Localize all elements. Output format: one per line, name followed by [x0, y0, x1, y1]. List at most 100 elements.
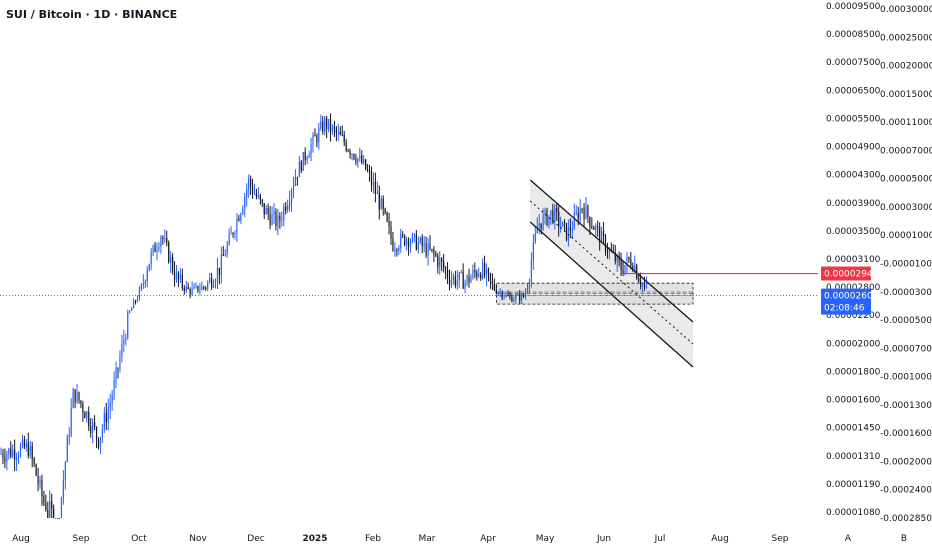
candle-body: [347, 150, 349, 152]
price-tick-primary: 0.00007500: [826, 58, 881, 68]
candle-body: [267, 208, 269, 215]
price-axis-secondary[interactable]: 0.00030000 0.00025000 0.00020000 0.00015000…: [880, 5, 932, 524]
candle-body: [591, 226, 593, 228]
candles-layer: [0, 113, 648, 519]
candle-body: [259, 194, 261, 200]
candle-body: [493, 284, 495, 290]
candle-body: [244, 196, 246, 209]
candle-body: [624, 265, 626, 274]
candle-body: [80, 400, 82, 405]
candle-body: [193, 287, 195, 289]
candle-body: [406, 239, 408, 245]
price-tick-secondary: 0.00007000: [880, 146, 932, 156]
candle-body: [554, 207, 556, 223]
candle-body: [107, 408, 109, 423]
candle-body: [170, 256, 172, 263]
candle-body: [429, 243, 431, 249]
candle-body: [8, 448, 10, 454]
candle-body: [250, 178, 252, 186]
price-tick-primary: 0.00008500: [826, 30, 881, 40]
candle-body: [285, 206, 287, 211]
candle-body: [152, 245, 154, 253]
time-tick: Apr: [480, 534, 496, 544]
price-tick-primary: 0.00004900: [826, 143, 881, 153]
candle-body: [175, 272, 178, 280]
price-tick-secondary: 0.00011000: [880, 118, 932, 128]
candle-body: [421, 237, 423, 246]
candle-body: [64, 462, 66, 481]
candle-body: [464, 282, 466, 289]
candle-body: [181, 274, 183, 289]
candle-body: [487, 268, 490, 274]
candle-body: [177, 272, 180, 280]
candle-body: [614, 252, 616, 262]
candle-body: [423, 243, 425, 246]
candle-body: [452, 276, 454, 280]
candle-body: [55, 518, 57, 519]
price-tick-secondary: -0.00001000: [880, 260, 932, 270]
candle-body: [630, 259, 632, 267]
candle-body: [521, 294, 523, 301]
scale-button[interactable]: B: [901, 534, 907, 544]
candle-body: [142, 283, 144, 286]
candle-body: [271, 214, 273, 225]
time-tick: Jun: [596, 534, 611, 544]
candle-body: [273, 211, 275, 215]
candle-body: [92, 422, 94, 433]
candle-body: [489, 273, 492, 282]
candle-body: [168, 242, 170, 263]
price-tick-primary: 0.00001310: [826, 452, 881, 462]
candle-body: [281, 219, 283, 221]
candle-body: [376, 192, 378, 194]
candle-body: [70, 407, 72, 435]
candle-body: [333, 126, 336, 129]
candle-body: [575, 212, 577, 214]
candle-body: [558, 212, 560, 227]
candle-body: [131, 308, 133, 311]
candle-body: [466, 275, 468, 283]
price-axis-primary[interactable]: 0.00009500 0.00008500 0.00007500 0.00006500…: [826, 2, 881, 518]
candle-body: [556, 207, 558, 213]
candle-body: [234, 232, 236, 235]
candle-body: [76, 391, 78, 403]
price-tick-secondary: 0.00015000: [880, 90, 932, 100]
time-axis[interactable]: Aug Sep Oct Nov Dec 2025 Feb Mar Apr May Jun Jul Aug…: [12, 534, 907, 544]
candle-body: [199, 289, 201, 292]
candle-body: [166, 238, 168, 243]
time-tick: Aug: [711, 534, 729, 544]
candle-body: [228, 234, 230, 245]
candle-body: [203, 287, 205, 289]
candle-body: [296, 176, 298, 178]
time-tick: Feb: [365, 534, 381, 544]
candle-body: [544, 210, 546, 215]
candle-body: [17, 455, 20, 458]
candle-body: [386, 212, 388, 222]
candle-body: [353, 154, 355, 159]
candle-body: [400, 234, 402, 248]
scale-button[interactable]: A: [845, 534, 852, 544]
price-tick-primary: 0.00001080: [826, 508, 881, 518]
candle-body: [224, 254, 226, 256]
candle-body: [472, 269, 474, 278]
candle-body: [540, 223, 542, 230]
candle-body: [105, 412, 107, 423]
candle-body: [10, 448, 12, 457]
candle-body: [123, 340, 125, 345]
candle-body: [515, 295, 517, 300]
candle-body: [51, 501, 53, 509]
candle-body: [158, 246, 160, 250]
candle-body: [341, 134, 343, 136]
candle-body: [6, 453, 8, 462]
price-tick-secondary: 0.00030000: [880, 5, 932, 15]
price-tick-primary: 0.00002000: [826, 339, 881, 349]
candle-body: [335, 128, 337, 134]
candle-body: [58, 518, 61, 519]
candle-body: [236, 218, 238, 233]
candle-body: [645, 286, 648, 288]
candle-body: [133, 300, 135, 309]
candle-body: [524, 292, 527, 297]
candle-body: [534, 233, 536, 242]
candle-body: [129, 310, 131, 313]
annotation-overlay-layer: [529, 179, 818, 368]
